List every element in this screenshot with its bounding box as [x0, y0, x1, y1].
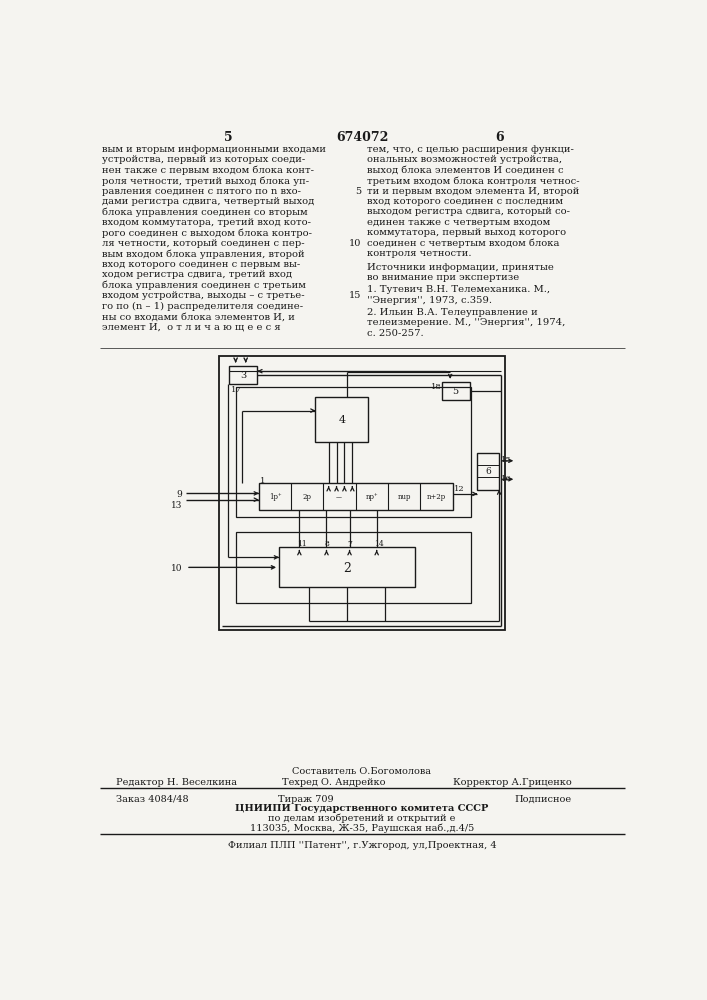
Text: 5: 5 [223, 131, 232, 144]
Text: нен также с первым входом блока конт-: нен также с первым входом блока конт- [103, 166, 315, 175]
Bar [259, 483, 452, 510]
Text: выходом регистра сдвига, который со-: выходом регистра сдвига, который со- [368, 207, 571, 216]
Text: 7: 7 [347, 540, 352, 548]
Text: Составитель О.Богомолова: Составитель О.Богомолова [293, 767, 431, 776]
Text: Техред О. Андрейко: Техред О. Андрейко [282, 778, 385, 787]
Text: Редактор Н. Веселкина: Редактор Н. Веселкина [115, 778, 237, 787]
Text: 5: 5 [452, 387, 459, 396]
Text: го по (n – 1) распределителя соедине-: го по (n – 1) распределителя соедине- [103, 302, 303, 311]
Bar [442, 382, 469, 400]
Text: соединен с четвертым входом блока: соединен с четвертым входом блока [368, 239, 560, 248]
Text: ональных возможностей устройства,: ональных возможностей устройства, [368, 155, 563, 164]
Text: 10: 10 [170, 564, 182, 573]
Text: 14: 14 [374, 540, 384, 548]
Text: 8: 8 [325, 540, 329, 548]
Text: Тираж 709: Тираж 709 [278, 795, 333, 804]
Bar [279, 547, 414, 587]
Text: блока управления соединен со вторым: блока управления соединен со вторым [103, 207, 308, 217]
Text: 9: 9 [177, 490, 182, 499]
Text: 1: 1 [260, 477, 266, 485]
Text: по делам изобретений и открытий е: по делам изобретений и открытий е [268, 814, 455, 823]
Text: Филиал ПЛП ''Патент'', г.Ужгород, ул,Проектная, 4: Филиал ПЛП ''Патент'', г.Ужгород, ул,Про… [228, 841, 496, 850]
Text: 2: 2 [343, 562, 351, 575]
Text: 6: 6 [495, 131, 503, 144]
Text: Источники информации, принятые: Источники информации, принятые [368, 263, 554, 272]
Text: Заказ 4084/48: Заказ 4084/48 [115, 795, 188, 804]
Text: вход которого соединен с первым вы-: вход которого соединен с первым вы- [103, 260, 300, 269]
Text: nup: nup [397, 493, 411, 501]
Text: роля четности, третий выход блока уп-: роля четности, третий выход блока уп- [103, 176, 310, 186]
Text: 4: 4 [338, 415, 345, 425]
Text: коммутатора, первый выход которого: коммутатора, первый выход которого [368, 228, 566, 237]
Text: 16: 16 [501, 475, 512, 483]
Text: контроля четности.: контроля четности. [368, 249, 472, 258]
Text: ЦНИИПИ Государственного комитета СССР: ЦНИИПИ Государственного комитета СССР [235, 804, 489, 813]
Text: единен также с четвертым входом: единен также с четвертым входом [368, 218, 551, 227]
Text: 2p: 2p [303, 493, 312, 501]
Text: 18: 18 [431, 383, 442, 391]
Text: вым и вторым информационными входами: вым и вторым информационными входами [103, 145, 327, 154]
Text: ля четности, который соединен с пер-: ля четности, который соединен с пер- [103, 239, 305, 248]
Text: 2. Ильин В.А. Телеуправление и: 2. Ильин В.А. Телеуправление и [368, 308, 538, 317]
Text: ти и первым входом элемента И, второй: ти и первым входом элемента И, второй [368, 187, 580, 196]
Bar [235, 387, 472, 517]
Text: блока управления соединен с третьим: блока управления соединен с третьим [103, 281, 306, 290]
Text: элемент И,  о т л и ч а ю щ е е с я: элемент И, о т л и ч а ю щ е е с я [103, 323, 281, 332]
Text: с. 250-257.: с. 250-257. [368, 329, 424, 338]
Text: n+2p: n+2p [427, 493, 446, 501]
Text: выход блока элементов И соединен с: выход блока элементов И соединен с [368, 166, 564, 175]
Text: 113035, Москва, Ж-35, Раушская наб.,д.4/5: 113035, Москва, Ж-35, Раушская наб.,д.4/… [250, 824, 474, 833]
Text: 15: 15 [501, 456, 512, 464]
Text: 1. Тутевич В.Н. Телемеханика. М.,: 1. Тутевич В.Н. Телемеханика. М., [368, 285, 551, 294]
Text: 5: 5 [355, 187, 361, 196]
Text: вход которого соединен с последним: вход которого соединен с последним [368, 197, 563, 206]
Text: устройства, первый из которых соеди-: устройства, первый из которых соеди- [103, 155, 305, 164]
Text: np⁺: np⁺ [366, 493, 378, 501]
Text: ходом регистра сдвига, третий вход: ходом регистра сдвига, третий вход [103, 270, 292, 279]
Text: 11: 11 [297, 540, 307, 548]
Text: рого соединен с выходом блока контро-: рого соединен с выходом блока контро- [103, 228, 312, 238]
Text: 3: 3 [240, 371, 247, 380]
Text: равления соединен с пятого по n вхо-: равления соединен с пятого по n вхо- [103, 187, 301, 196]
Text: 15: 15 [349, 291, 361, 300]
Text: 13: 13 [171, 501, 182, 510]
Text: Подписное: Подписное [515, 795, 572, 804]
Text: 1p⁺: 1p⁺ [269, 493, 281, 501]
Text: ''Энергия'', 1973, с.359.: ''Энергия'', 1973, с.359. [368, 296, 492, 305]
Bar [235, 532, 472, 603]
Text: третьим входом блока контроля четнос-: третьим входом блока контроля четнос- [368, 176, 580, 186]
Text: тем, что, с целью расширения функци-: тем, что, с целью расширения функци- [368, 145, 574, 154]
Text: ––: –– [336, 493, 343, 501]
Text: во внимание при экспертизе: во внимание при экспертизе [368, 273, 520, 282]
Text: ны со входами блока элементов И, и: ны со входами блока элементов И, и [103, 312, 296, 321]
Text: входом устройства, выходы – с третье-: входом устройства, выходы – с третье- [103, 291, 305, 300]
Bar [315, 397, 368, 442]
Text: дами регистра сдвига, четвертый выход: дами регистра сдвига, четвертый выход [103, 197, 315, 206]
Text: 17: 17 [231, 386, 242, 394]
Text: 6: 6 [486, 467, 491, 476]
Text: Корректор А.Гриценко: Корректор А.Гриценко [452, 778, 571, 787]
Bar [477, 453, 499, 490]
Text: телеизмерение. М., ''Энергия'', 1974,: телеизмерение. М., ''Энергия'', 1974, [368, 318, 566, 327]
Text: входом коммутатора, третий вход кото-: входом коммутатора, третий вход кото- [103, 218, 311, 227]
Bar [230, 366, 257, 384]
Bar [218, 356, 506, 630]
Text: 10: 10 [349, 239, 361, 248]
Text: 12: 12 [454, 485, 464, 493]
Text: 674072: 674072 [336, 131, 388, 144]
Text: вым входом блока управления, второй: вым входом блока управления, второй [103, 249, 305, 259]
